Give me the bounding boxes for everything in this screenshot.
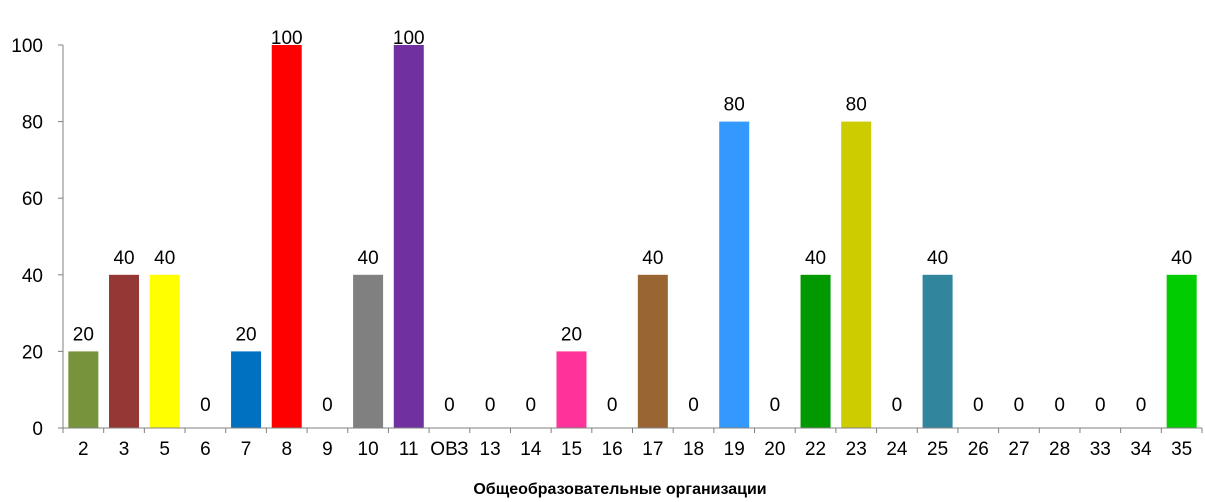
- x-tick-label-34: 34: [1130, 439, 1152, 460]
- data-label-7: 20: [235, 324, 256, 345]
- data-label-27: 0: [1014, 395, 1025, 416]
- data-label-17: 40: [642, 248, 663, 269]
- x-tick-label-17: 17: [642, 439, 663, 460]
- x-tick-label-8: 8: [281, 439, 292, 460]
- x-tick-label-9: 9: [322, 439, 333, 460]
- x-tick-label-ОВЗ: ОВЗ: [430, 439, 468, 460]
- x-tick-label-6: 6: [200, 439, 211, 460]
- bar-22: [800, 274, 831, 428]
- bar-17: [637, 274, 668, 428]
- y-tick-label: 0: [32, 419, 43, 440]
- x-axis: 2 3 5 6 7 8 9 10 11 ОВЗ 13 14 15 16 17 18 19 20 22 23 24 25 26…: [62, 427, 1203, 460]
- data-label-14: 0: [526, 395, 537, 416]
- x-tick-label-2: 2: [78, 439, 89, 460]
- data-label-22: 40: [805, 248, 826, 269]
- data-label-18: 0: [688, 395, 699, 416]
- y-tick-label: 20: [22, 342, 43, 363]
- data-label-20: 0: [770, 395, 781, 416]
- data-label-8: 100: [271, 28, 303, 49]
- x-tick-label-24: 24: [886, 439, 908, 460]
- bar-7: [231, 351, 262, 428]
- bar-15: [556, 351, 587, 428]
- y-tick-label: 40: [22, 266, 43, 287]
- x-tick-label-19: 19: [724, 439, 745, 460]
- bar-10: [353, 274, 384, 428]
- y-tick-label: 80: [22, 113, 43, 134]
- bar-2: [68, 351, 99, 428]
- x-tick-label-15: 15: [561, 439, 582, 460]
- data-label-2: 20: [73, 324, 94, 345]
- data-label-19: 80: [724, 95, 745, 116]
- y-tick-label: 60: [22, 189, 43, 210]
- x-tick-label-23: 23: [846, 439, 867, 460]
- x-tick-label-22: 22: [805, 439, 826, 460]
- data-label-9: 0: [322, 395, 333, 416]
- data-label-10: 40: [358, 248, 379, 269]
- bar-11: [393, 45, 424, 428]
- data-labels: 20 40 40 0 20 100 0 40 100 0 0 0 20 0 40 0 80 0 40 80 0 40 0 0 0…: [73, 28, 1192, 416]
- bar-35: [1166, 274, 1197, 428]
- x-tick-label-5: 5: [159, 439, 170, 460]
- x-tick-label-16: 16: [602, 439, 623, 460]
- data-label-13: 0: [485, 395, 496, 416]
- y-axis: 0 20 40 60 80 100: [11, 36, 64, 440]
- x-tick-label-14: 14: [520, 439, 542, 460]
- x-tick-label-27: 27: [1008, 439, 1029, 460]
- data-label-6: 0: [200, 395, 211, 416]
- x-tick-label-18: 18: [683, 439, 704, 460]
- x-tick-label-28: 28: [1049, 439, 1070, 460]
- x-tick-label-13: 13: [480, 439, 501, 460]
- x-tick-label-25: 25: [927, 439, 948, 460]
- x-tick-label-3: 3: [119, 439, 130, 460]
- data-label-15: 20: [561, 324, 582, 345]
- data-label-5: 40: [154, 248, 175, 269]
- data-label-25: 40: [927, 248, 948, 269]
- x-axis-title: Общеобразовательные организации: [473, 481, 766, 498]
- x-tick-label-33: 33: [1090, 439, 1111, 460]
- data-label-28: 0: [1054, 395, 1065, 416]
- bar-8: [271, 45, 302, 428]
- bar-3: [109, 274, 140, 428]
- bar-23: [841, 121, 872, 428]
- data-label-33: 0: [1095, 395, 1106, 416]
- data-label-11: 100: [393, 28, 425, 49]
- data-label-35: 40: [1171, 248, 1192, 269]
- x-tick-label-26: 26: [968, 439, 989, 460]
- bar-5: [149, 274, 180, 428]
- bars: [68, 45, 1197, 428]
- x-tick-label-35: 35: [1171, 439, 1192, 460]
- bar-19: [719, 121, 750, 428]
- y-tick-label: 100: [11, 36, 43, 57]
- x-tick-label-7: 7: [241, 439, 252, 460]
- bar-25: [922, 274, 953, 428]
- data-label-24: 0: [892, 395, 903, 416]
- data-label-26: 0: [973, 395, 984, 416]
- x-tick-label-10: 10: [358, 439, 379, 460]
- data-label-23: 80: [846, 95, 867, 116]
- x-tick-label-11: 11: [399, 439, 419, 460]
- data-label-3: 40: [113, 248, 134, 269]
- data-label-34: 0: [1136, 395, 1147, 416]
- x-tick-label-20: 20: [764, 439, 785, 460]
- data-label-ОВЗ: 0: [444, 395, 455, 416]
- data-label-16: 0: [607, 395, 618, 416]
